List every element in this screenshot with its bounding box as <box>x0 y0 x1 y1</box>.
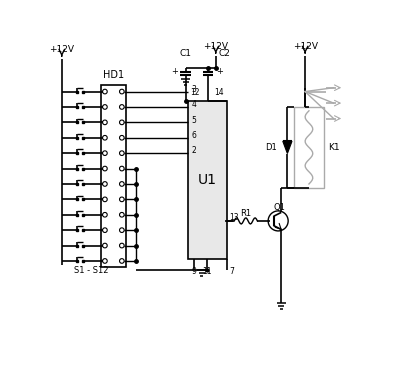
Text: 9: 9 <box>192 267 197 276</box>
Text: 12: 12 <box>190 88 200 97</box>
Text: Q1: Q1 <box>274 203 286 212</box>
Text: R1: R1 <box>240 209 251 218</box>
Text: 4: 4 <box>191 100 196 109</box>
Text: U1: U1 <box>198 173 217 187</box>
Bar <box>188 101 226 259</box>
Bar <box>294 107 324 188</box>
Text: +12V: +12V <box>203 42 228 51</box>
Text: K1: K1 <box>328 143 340 152</box>
Text: 3: 3 <box>191 85 196 94</box>
Text: 7: 7 <box>229 267 234 276</box>
Text: 14: 14 <box>215 88 224 97</box>
Text: +: + <box>171 67 178 76</box>
Text: C2: C2 <box>219 48 231 57</box>
Text: 6: 6 <box>191 131 196 140</box>
Text: 5: 5 <box>191 116 196 124</box>
Bar <box>101 85 126 267</box>
Text: 13: 13 <box>229 213 238 222</box>
Text: D1: D1 <box>265 143 277 152</box>
Text: S1 - S12: S1 - S12 <box>74 266 109 276</box>
Text: 11: 11 <box>202 267 212 276</box>
Text: C1: C1 <box>180 48 192 57</box>
Text: +12V: +12V <box>293 42 318 51</box>
Text: +12V: +12V <box>49 45 74 54</box>
Text: 2: 2 <box>191 146 196 155</box>
Polygon shape <box>283 141 292 153</box>
Text: +: + <box>216 67 223 76</box>
Text: HD1: HD1 <box>103 70 124 80</box>
